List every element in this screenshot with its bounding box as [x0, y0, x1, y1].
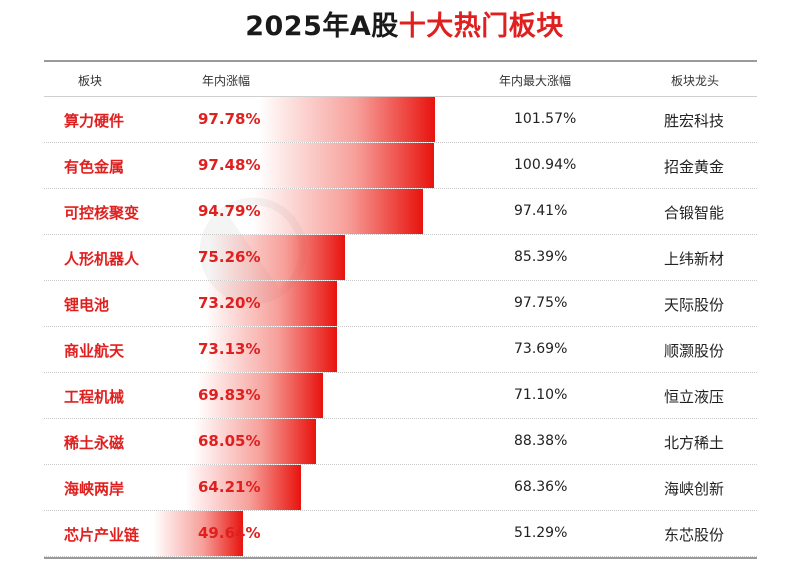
header-max-gain: 年内最大涨幅 [499, 74, 572, 88]
ytd-gain-bar [44, 419, 316, 464]
header-sector: 板块 [78, 74, 103, 88]
ytd-gain-cell: 75.26% [198, 248, 261, 266]
ytd-gain-cell: 73.13% [198, 340, 261, 358]
leader-cell: 天际股份 [664, 296, 725, 314]
table-row: 海峡两岸 64.21% 68.36% 海峡创新 [44, 465, 757, 511]
title-part1: 2025年A股 [245, 11, 399, 42]
ytd-gain-cell: 97.78% [198, 110, 261, 128]
ytd-gain-bar [44, 281, 337, 326]
ytd-gain-bar [44, 511, 243, 556]
ytd-gain-cell: 68.05% [198, 432, 261, 450]
table-row: 可控核聚变 94.79% 97.41% 合锻智能 [44, 189, 757, 235]
header-ytd-gain: 年内涨幅 [202, 74, 251, 88]
sector-cell: 商业航天 [64, 342, 125, 360]
leader-cell: 上纬新材 [664, 250, 725, 268]
ytd-gain-bar [44, 189, 423, 234]
table-row: 芯片产业链 49.64% 51.29% 东芯股份 [44, 511, 757, 557]
table-row: 有色金属 97.48% 100.94% 招金黄金 [44, 143, 757, 189]
ytd-gain-bar [44, 465, 301, 510]
ytd-gain-bar [44, 143, 434, 188]
sector-cell: 可控核聚变 [64, 204, 140, 222]
ytd-gain-cell: 94.79% [198, 202, 261, 220]
max-gain-cell: 88.38% [514, 433, 568, 449]
max-gain-cell: 100.94% [514, 157, 577, 173]
max-gain-cell: 68.36% [514, 479, 568, 495]
table-row: 稀土永磁 68.05% 88.38% 北方稀土 [44, 419, 757, 465]
ytd-gain-cell: 64.21% [198, 478, 261, 496]
table-top-rule [44, 60, 757, 62]
max-gain-cell: 101.57% [514, 111, 577, 127]
header-leader: 板块龙头 [671, 74, 720, 88]
sector-cell: 芯片产业链 [64, 526, 140, 544]
table-row: 商业航天 73.13% 73.69% 顺灏股份 [44, 327, 757, 373]
leader-cell: 东芯股份 [664, 526, 725, 544]
sector-cell: 人形机器人 [64, 250, 140, 268]
leader-cell: 招金黄金 [664, 158, 725, 176]
max-gain-cell: 71.10% [514, 387, 568, 403]
sector-cell: 有色金属 [64, 158, 125, 176]
max-gain-cell: 85.39% [514, 249, 568, 265]
table-bottom-rule [44, 557, 757, 559]
max-gain-cell: 73.69% [514, 341, 568, 357]
ytd-gain-bar [44, 327, 337, 372]
chart-title: 2025年A股十大热门板块 [0, 4, 809, 43]
leader-cell: 海峡创新 [664, 480, 725, 498]
table-row: 工程机械 69.83% 71.10% 恒立液压 [44, 373, 757, 419]
ytd-gain-bar [44, 97, 435, 142]
table-row: 锂电池 73.20% 97.75% 天际股份 [44, 281, 757, 327]
table-row: 算力硬件 97.78% 101.57% 胜宏科技 [44, 97, 757, 143]
sector-cell: 工程机械 [64, 388, 125, 406]
leader-cell: 恒立液压 [664, 388, 725, 406]
ytd-gain-cell: 49.64% [198, 524, 261, 542]
sector-cell: 锂电池 [64, 296, 110, 314]
sector-cell: 海峡两岸 [64, 480, 125, 498]
leader-cell: 胜宏科技 [664, 112, 725, 130]
ytd-gain-bar [44, 373, 323, 418]
table-header-rule [44, 96, 757, 97]
max-gain-cell: 97.41% [514, 203, 568, 219]
max-gain-cell: 51.29% [514, 525, 568, 541]
leader-cell: 合锻智能 [664, 204, 725, 222]
ytd-gain-cell: 69.83% [198, 386, 261, 404]
leader-cell: 北方稀土 [664, 434, 725, 452]
table-row: 人形机器人 75.26% 85.39% 上纬新材 [44, 235, 757, 281]
leader-cell: 顺灏股份 [664, 342, 725, 360]
max-gain-cell: 97.75% [514, 295, 568, 311]
title-part2-highlight: 十大热门板块 [398, 11, 564, 42]
ytd-gain-cell: 73.20% [198, 294, 261, 312]
ytd-gain-bar [44, 235, 345, 280]
table-body: 算力硬件 97.78% 101.57% 胜宏科技有色金属 97.48% 100.94% 招金… [44, 97, 757, 557]
ytd-gain-cell: 97.48% [198, 156, 261, 174]
sector-cell: 稀土永磁 [64, 434, 125, 452]
sector-cell: 算力硬件 [64, 112, 125, 130]
table-header: 板块 年内涨幅 年内最大涨幅 板块龙头 [44, 62, 757, 96]
